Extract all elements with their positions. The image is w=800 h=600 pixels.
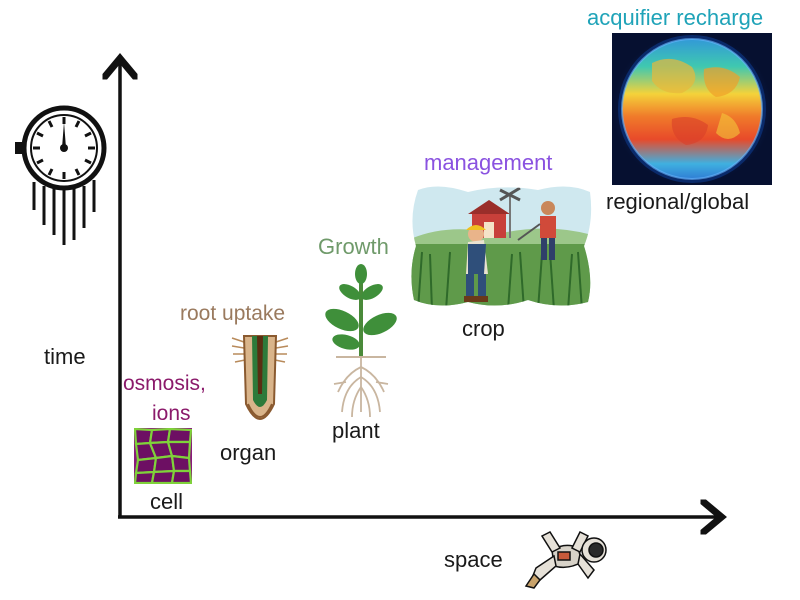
y-axis-label: time: [44, 344, 86, 369]
management-label: management: [424, 150, 553, 175]
growth-label: Growth: [318, 234, 389, 259]
earth-globe-icon: [612, 33, 772, 185]
cell-label: cell: [150, 489, 184, 514]
plant-label: plant: [332, 418, 380, 443]
x-axis-label: space: [444, 547, 503, 572]
farmers-field-icon: [411, 186, 592, 306]
crop-label: crop: [462, 316, 505, 341]
cell-tissue-icon: [134, 428, 192, 484]
organ-label: organ: [220, 440, 277, 465]
root-tip-icon: [231, 335, 289, 420]
seedling-icon: [325, 264, 397, 418]
regional-global-label: regional/global: [606, 189, 750, 214]
stopwatch-icon: [15, 105, 107, 245]
osmosis-label: osmosis,: [123, 372, 206, 395]
acquifier-recharge-label: acquifier recharge: [587, 5, 764, 30]
ions-label: ions: [152, 402, 191, 425]
root-uptake-label: root uptake: [180, 302, 286, 325]
astronaut-icon: [524, 530, 607, 589]
